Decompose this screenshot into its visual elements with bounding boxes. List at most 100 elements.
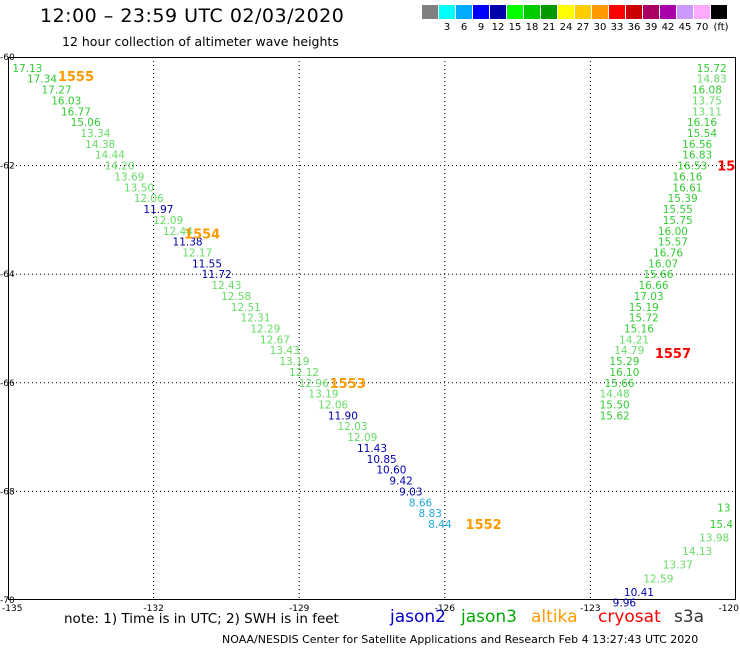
legend-label: 39 — [644, 22, 658, 33]
wave-height-label: 17.13 — [12, 63, 42, 75]
wave-height-label: 15.50 — [600, 400, 630, 412]
y-tick-label: -68 — [0, 487, 15, 497]
x-tick-label: -132 — [143, 604, 163, 614]
wave-height-label: 13.34 — [80, 128, 110, 140]
wave-height-label: 8.66 — [409, 497, 433, 509]
wave-height-label: 16.61 — [672, 182, 702, 194]
wave-height-label: 15.75 — [663, 215, 693, 227]
wave-height-label: 13.19 — [279, 356, 309, 368]
y-tick-label: -62 — [0, 162, 15, 172]
wave-height-label: 14.48 — [600, 389, 630, 401]
x-tick-label: -126 — [435, 604, 456, 614]
wave-height-label: 12.67 — [260, 334, 290, 346]
x-tick-label: -129 — [289, 604, 310, 614]
legend-swatch — [473, 5, 489, 19]
wave-height-label: 14.44 — [95, 150, 125, 162]
wave-height-label: 15.54 — [687, 128, 717, 140]
legend-swatch — [541, 5, 557, 19]
legend-label: 24 — [559, 22, 573, 33]
legend-label: 15 — [508, 22, 522, 33]
legend-label: 21 — [542, 22, 556, 33]
legend-label: 36 — [627, 22, 641, 33]
wave-height-label: 15.57 — [658, 237, 688, 249]
wave-height-label: 14.13 — [682, 546, 712, 558]
legend-swatch — [711, 5, 727, 19]
wave-height-label: 14.21 — [619, 334, 649, 346]
wave-height-label: 15.29 — [609, 356, 639, 368]
wave-height-label: 14.38 — [85, 139, 115, 151]
pass-time-label: 1553 — [330, 377, 366, 392]
pass-time-label: 15 — [717, 160, 735, 175]
legend-swatch — [694, 5, 710, 19]
pass-time-label: 1557 — [655, 347, 691, 362]
wave-height-label: 11.38 — [173, 237, 203, 249]
legend-label: 18 — [525, 22, 539, 33]
wave-height-label: 17.03 — [634, 291, 664, 303]
legend-label: 70 — [695, 22, 709, 33]
satellite-altika: altika — [531, 607, 578, 627]
footer-credit: NOAA/NESDIS Center for Satellite Applica… — [222, 633, 699, 646]
wave-height-label: 16.66 — [638, 280, 668, 292]
chart-title: 12:00 – 23:59 UTC 02/03/2020 — [40, 5, 345, 27]
wave-height-label: 12.17 — [182, 247, 212, 259]
wave-height-label: 13 — [717, 503, 730, 515]
legend-label: 12 — [491, 22, 505, 33]
legend-label: 3 — [443, 22, 451, 33]
legend-swatch — [422, 5, 438, 19]
wave-height-label: 14.20 — [105, 161, 135, 173]
legend-swatch — [439, 5, 455, 19]
legend-label: 30 — [593, 22, 607, 33]
satellite-cryosat: cryosat — [598, 607, 661, 627]
wave-height-label: 16.16 — [672, 171, 702, 183]
pass-time-label: 1555 — [58, 70, 94, 85]
x-tick-label: -123 — [580, 604, 600, 614]
legend-swatch — [643, 5, 659, 19]
wave-height-label: 16.07 — [648, 258, 678, 270]
wave-height-label: 12.59 — [643, 573, 673, 585]
wave-height-label: 17.27 — [42, 85, 72, 97]
y-tick-label: -60 — [0, 53, 15, 63]
wave-height-label: 12.43 — [211, 280, 241, 292]
pass-time-label: 1552 — [466, 518, 502, 533]
wave-height-label: 16.77 — [61, 106, 91, 118]
wave-height-label: 13.43 — [270, 345, 300, 357]
wave-height-label: 15.72 — [697, 63, 727, 75]
wave-height-label: 15.66 — [604, 378, 634, 390]
wave-height-label: 12.96 — [299, 378, 329, 390]
legend-swatch — [609, 5, 625, 19]
legend-swatch — [677, 5, 693, 19]
wave-height-label: 16.56 — [682, 139, 712, 151]
satellite-jason3: jason3 — [461, 607, 517, 627]
x-tick-label: -135 — [2, 604, 22, 614]
wave-height-label: 16.16 — [687, 117, 717, 129]
legend-label: 42 — [661, 22, 675, 33]
wave-height-label: 9.03 — [399, 486, 422, 498]
wave-height-label: 16.76 — [653, 247, 683, 259]
satellite-jason2: jason2 — [390, 607, 446, 627]
pass-time-label: 1554 — [184, 227, 220, 242]
wave-height-label: 9.42 — [389, 476, 412, 488]
wave-height-label: 15.39 — [668, 193, 698, 205]
legend-swatch — [592, 5, 608, 19]
legend-swatch — [490, 5, 506, 19]
legend-label: 6 — [460, 22, 468, 33]
wave-height-label: 8.44 — [428, 519, 452, 531]
y-tick-label: -70 — [0, 596, 15, 606]
wave-height-label: 15.72 — [629, 313, 659, 325]
wave-height-label: 15.06 — [71, 117, 101, 129]
wave-height-label: 11.72 — [202, 269, 232, 281]
chart-subtitle: 12 hour collection of altimeter wave hei… — [62, 34, 339, 49]
wave-height-label: 15.4 — [710, 519, 734, 531]
wave-height-label: 11.90 — [328, 410, 358, 422]
legend-swatch — [575, 5, 591, 19]
wave-height-label: 8.83 — [419, 508, 442, 520]
wave-height-label: 15.62 — [600, 410, 630, 422]
wave-height-label: 9.96 — [613, 598, 637, 610]
y-tick-label: -64 — [0, 270, 15, 280]
wave-height-label: 12.51 — [231, 302, 261, 314]
legend-swatch — [626, 5, 642, 19]
wave-height-label: 16.10 — [609, 367, 639, 379]
satellite-s3a: s3a — [674, 607, 705, 627]
wave-height-label: 11.97 — [143, 204, 173, 216]
